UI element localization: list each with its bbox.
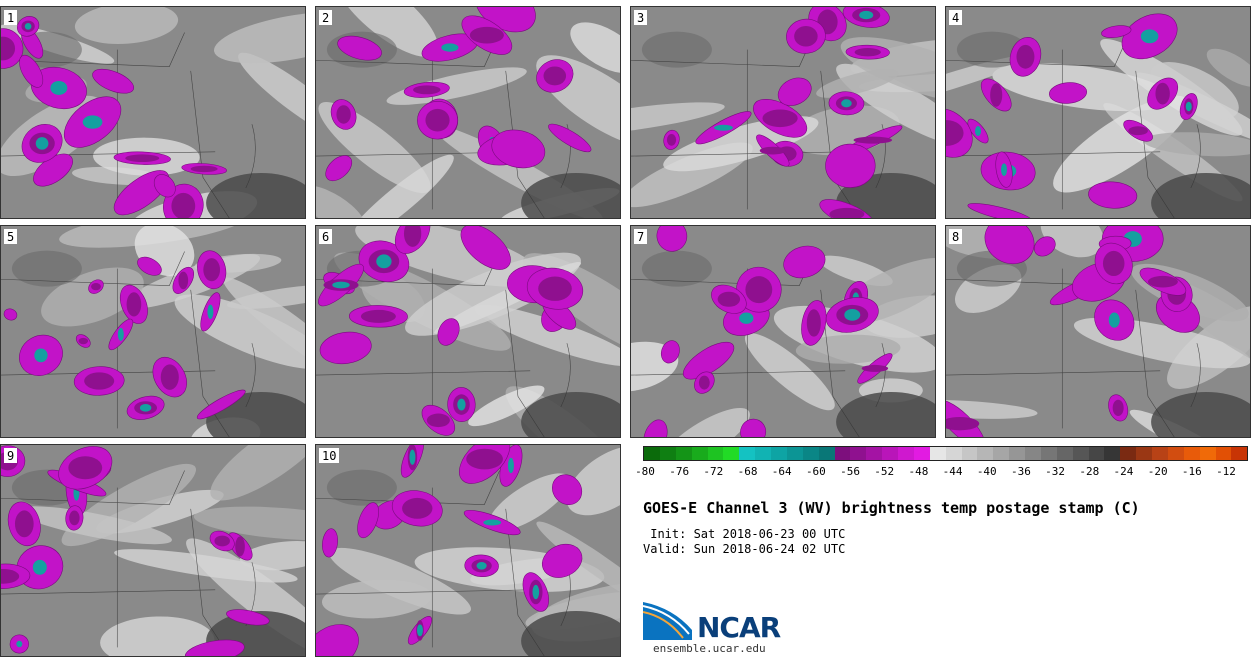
colorbar-tick-label: -60: [805, 465, 826, 478]
init-time: Init: Sat 2018-06-23 00 UTC: [643, 527, 846, 541]
colorbar-swatch: [929, 447, 946, 460]
wv-map: [316, 445, 620, 656]
colorbar-swatch: [818, 447, 835, 460]
panel-number-label: 1: [4, 10, 18, 25]
colorbar-swatch: [945, 447, 962, 460]
colorbar-swatch: [1072, 447, 1089, 460]
colorbar-swatch: [707, 447, 724, 460]
colorbar-swatch: [913, 447, 930, 460]
colorbar-swatch: [723, 447, 740, 460]
ensemble-member-panel: 5: [0, 225, 306, 438]
colorbar-tick-label: -56: [840, 465, 860, 478]
ensemble-member-panel: 10: [315, 444, 621, 657]
colorbar-swatch: [1040, 447, 1057, 460]
wv-map: [316, 7, 620, 218]
colorbar-swatch: [866, 447, 883, 460]
ensemble-member-panel: 3: [630, 6, 936, 219]
ensemble-member-panel: 8: [945, 225, 1251, 438]
colorbar-swatch: [659, 447, 676, 460]
wv-map: [946, 7, 1250, 218]
ensemble-member-panel: 7: [630, 225, 936, 438]
wv-map: [946, 226, 1250, 437]
colorbar-swatch: [898, 447, 914, 460]
colorbar-tick-label: -20: [1147, 465, 1168, 478]
colorbar-tick-label: -80: [635, 465, 655, 478]
colorbar-tick-label: -72: [703, 465, 724, 478]
colorbar-swatch: [882, 447, 898, 460]
wv-map: [631, 7, 935, 218]
colorbar-swatch: [1152, 447, 1168, 460]
colorbar-swatch: [1009, 447, 1025, 460]
colorbar-swatch: [755, 447, 771, 460]
ncar-logo-text: NCAR: [697, 611, 781, 644]
colorbar-swatch: [1167, 447, 1184, 460]
colorbar-tick-label: -32: [1045, 465, 1066, 478]
ncar-logo-icon: [643, 602, 692, 640]
panel-number-label: 9: [4, 448, 18, 463]
wv-map: [316, 226, 620, 437]
panel-number-label: 4: [949, 10, 963, 25]
colorbar-swatch: [961, 447, 978, 460]
panel-number-label: 3: [634, 10, 648, 25]
colorbar-swatch: [834, 447, 851, 460]
colorbar-swatch: [977, 447, 994, 460]
colorbar-swatch: [675, 447, 692, 460]
panel-number-label: 2: [319, 10, 333, 25]
wv-map: [631, 226, 935, 437]
panel-number-label: 7: [634, 229, 648, 244]
colorbar-tick-label: -40: [976, 465, 997, 478]
colorbar-swatch: [1231, 447, 1248, 460]
ensemble-member-panel: 6: [315, 225, 621, 438]
colorbar-swatch: [802, 447, 819, 460]
colorbar-ticks: -80 -76 -72 -68 -64 -60 -56 -52 -48 -44 -40 -36 -32-…: [635, 465, 1248, 481]
colorbar-swatch: [771, 447, 787, 460]
ensemble-member-panel: 9: [0, 444, 306, 657]
colorbar-tick-label: -76: [669, 465, 690, 478]
wv-map: [1, 226, 305, 437]
ensemble-member-panel: 1: [0, 6, 306, 219]
colorbar-swatch: [691, 447, 708, 460]
wv-map: [1, 445, 305, 656]
colorbar-tick-label: -24: [1113, 465, 1134, 478]
panel-number-label: 6: [319, 229, 333, 244]
ensemble-member-panel: 2: [315, 6, 621, 219]
panel-number-label: 5: [4, 229, 18, 244]
colorbar-swatch: [1025, 447, 1041, 460]
colorbar-swatch: [1120, 447, 1137, 460]
colorbar: [643, 446, 1248, 461]
panel-number-label: 10: [319, 448, 340, 463]
wv-map: [1, 7, 305, 218]
colorbar-tick-label: -44: [942, 465, 963, 478]
colorbar-tick-label: -64: [771, 465, 792, 478]
valid-time: Valid: Sun 2018-06-24 02 UTC: [643, 542, 846, 556]
colorbar-swatch: [850, 447, 867, 460]
colorbar-swatch: [1104, 447, 1121, 460]
colorbar-swatch: [1088, 447, 1105, 460]
colorbar-swatch: [739, 447, 756, 460]
colorbar-swatch: [1056, 447, 1073, 460]
panel-number-label: 8: [949, 229, 963, 244]
colorbar-swatch: [1199, 447, 1216, 460]
colorbar-tick-label: -12: [1216, 465, 1236, 478]
colorbar-tick-label: -28: [1079, 465, 1100, 478]
ensemble-member-panel: 4: [945, 6, 1251, 219]
colorbar-tick-label: -16: [1181, 465, 1202, 478]
colorbar-tick-label: -48: [908, 465, 929, 478]
colorbar-tick-label: -68: [737, 465, 758, 478]
colorbar-swatch: [1215, 447, 1232, 460]
chart-title: GOES-E Channel 3 (WV) brightness temp po…: [643, 499, 1140, 517]
colorbar-swatch: [1136, 447, 1152, 460]
colorbar-swatch: [993, 447, 1010, 460]
colorbar-tick-label: -36: [1011, 465, 1031, 478]
site-url: ensemble.ucar.edu: [653, 642, 766, 655]
colorbar-tick-label: -52: [874, 465, 895, 478]
colorbar-swatch: [1183, 447, 1200, 460]
colorbar-swatch: [786, 447, 803, 460]
colorbar-swatch: [644, 447, 660, 460]
